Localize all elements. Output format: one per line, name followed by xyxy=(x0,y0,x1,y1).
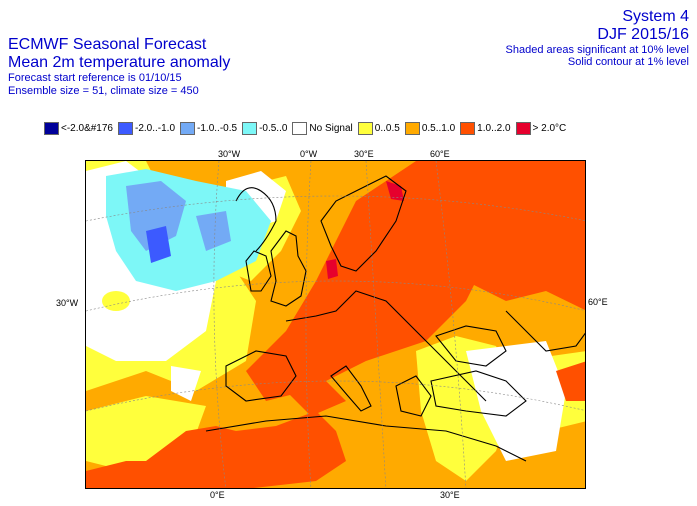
blue-region xyxy=(146,226,171,263)
legend-swatch xyxy=(180,121,196,135)
strong-warm-region xyxy=(246,161,585,401)
legend-item: -2.0..-1.0 xyxy=(118,121,176,135)
legend-label: 1.0..2.0 xyxy=(477,122,511,134)
lon-label-top: 30°E xyxy=(354,149,374,159)
legend-item: > 2.0°C xyxy=(515,121,567,135)
forecast-start-text: Forecast start reference is 01/10/15 xyxy=(8,72,182,84)
lon-label-top: 0°W xyxy=(300,149,318,159)
graticule xyxy=(86,161,585,488)
strong-warm-region xyxy=(286,381,346,416)
lon-label-top: 60°E xyxy=(430,149,450,159)
legend-swatch xyxy=(44,121,59,135)
coastlines xyxy=(205,175,585,462)
legend-swatch xyxy=(357,121,373,135)
legend-item: 0..0.5 xyxy=(357,121,400,135)
lon-label-bottom: 0°E xyxy=(210,490,225,500)
turkey-coast xyxy=(430,370,527,417)
very-warm-region xyxy=(326,259,338,279)
legend-label: <-2.0&#176 xyxy=(61,122,113,134)
britain-coast xyxy=(270,230,307,307)
legend-swatch xyxy=(242,121,258,135)
legend-item: <-2.0&#176 xyxy=(44,121,113,135)
map-frame xyxy=(85,160,586,489)
iberia-coast xyxy=(225,350,297,402)
legend-swatch xyxy=(515,121,531,135)
greece-coast xyxy=(395,375,432,417)
season-label: DJF 2015/16 xyxy=(597,26,689,43)
legend-label: > 2.0°C xyxy=(532,122,567,134)
no-signal-region xyxy=(171,366,201,401)
right-header: System 4 DJF 2015/16 Shaded areas signif… xyxy=(506,8,689,68)
legend-swatch xyxy=(118,121,133,135)
strong-warm-region xyxy=(556,361,585,401)
legend-item: 1.0..2.0 xyxy=(460,121,511,135)
legend-item: -1.0..-0.5 xyxy=(180,121,238,135)
legend: <-2.0&#176 -2.0..-1.0 -1.0..-0.5 -0.5..0… xyxy=(44,121,571,135)
light-blue-region xyxy=(126,181,186,251)
lon-label-left: 30°W xyxy=(56,298,79,308)
legend-item: -0.5..0 xyxy=(242,121,288,135)
italy-coast xyxy=(330,365,372,412)
legend-item: No Signal xyxy=(292,121,353,135)
system-label: System 4 xyxy=(622,8,689,25)
iceland-coast xyxy=(235,187,277,252)
title-block: ECMWF Seasonal Forecast Mean 2m temperat… xyxy=(8,36,230,98)
significance-10-text: Shaded areas significant at 10% level xyxy=(505,44,689,56)
yellow-region xyxy=(102,291,130,311)
black-sea-coast xyxy=(435,325,507,367)
title-line1: ECMWF Seasonal Forecast xyxy=(8,36,207,53)
strong-warm-region xyxy=(86,411,346,488)
no-signal-region xyxy=(466,341,566,461)
legend-swatch xyxy=(460,121,476,135)
north-africa-coast xyxy=(205,415,527,462)
caspian-coast xyxy=(505,310,585,352)
scandinavia-coast xyxy=(320,175,407,272)
title-line2: Mean 2m temperature anomaly xyxy=(8,54,231,71)
legend-label: 0..0.5 xyxy=(374,122,400,134)
light-blue-region xyxy=(196,211,231,251)
legend-swatch xyxy=(292,121,308,135)
anomaly-map xyxy=(86,161,585,488)
strong-warm-region xyxy=(446,201,585,311)
lon-label-right: 60°E xyxy=(588,297,608,307)
ireland-coast xyxy=(245,250,272,292)
legend-swatch xyxy=(404,121,420,135)
ensemble-size-text: Ensemble size = 51, climate size = 450 xyxy=(8,85,199,97)
legend-label: 0.5..1.0 xyxy=(421,122,456,134)
lon-label-top: 30°W xyxy=(218,149,241,159)
legend-label: -2.0..-1.0 xyxy=(135,122,176,134)
legend-label: -0.5..0 xyxy=(259,122,288,134)
legend-label: No Signal xyxy=(309,122,353,134)
legend-label: -1.0..-0.5 xyxy=(197,122,238,134)
legend-item: 0.5..1.0 xyxy=(404,121,456,135)
significance-1-text: Solid contour at 1% level xyxy=(567,56,689,68)
lon-label-bottom: 30°E xyxy=(440,490,460,500)
